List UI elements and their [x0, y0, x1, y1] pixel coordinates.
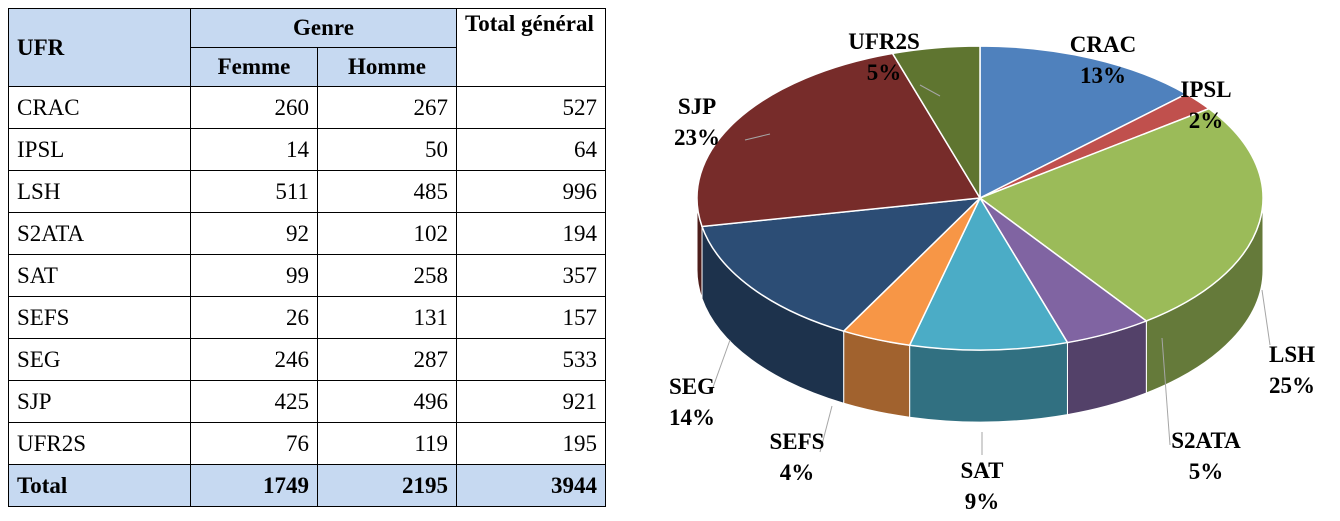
pie-value-label: 2% — [1189, 108, 1224, 133]
table-row: SEFS 26 131 157 — [8, 296, 606, 339]
pie-label: CRAC — [1070, 32, 1136, 57]
pie-value-label: 5% — [867, 60, 902, 85]
table-row: CRAC 260 267 527 — [8, 86, 606, 129]
table-cell: 2195 — [317, 464, 457, 507]
table-cell: 3944 — [456, 464, 606, 507]
leader-line — [744, 133, 771, 141]
table-cell: 485 — [317, 170, 457, 213]
pie-slice — [700, 197, 983, 333]
table-cell: LSH — [8, 170, 191, 213]
pie-label: UFR2S — [848, 29, 920, 54]
header-cell: UFR — [8, 8, 191, 87]
table-cell: 119 — [317, 422, 457, 465]
table-cell: 157 — [456, 296, 606, 339]
table-cell: 258 — [317, 254, 457, 297]
pie-label: SEFS — [770, 429, 825, 454]
table-body: CRAC 260 267 527 IPSL 14 50 64 LSH 511 485 996 S2ATA… — [8, 86, 606, 507]
table-cell: 14 — [190, 128, 318, 171]
header-cell: Total général — [456, 8, 606, 87]
table-row: LSH 511 485 996 — [8, 170, 606, 213]
table-cell: 194 — [456, 212, 606, 255]
pie-value-label: 4% — [780, 460, 815, 485]
pie-value-label: 5% — [1189, 459, 1224, 484]
pie-slice — [979, 45, 1188, 200]
table-row: IPSL 14 50 64 — [8, 128, 606, 171]
pie-slice — [891, 45, 981, 201]
table-cell: 131 — [317, 296, 457, 339]
pie-label: S2ATA — [1171, 428, 1241, 453]
table-cell: 533 — [456, 338, 606, 381]
pie-slice — [696, 52, 982, 228]
header-cell: Homme — [317, 47, 457, 87]
table-cell: 76 — [190, 422, 318, 465]
table-cell: 99 — [190, 254, 318, 297]
pie-label: IPSL — [1180, 77, 1231, 102]
pie-slice — [978, 107, 1264, 322]
table-cell: 996 — [456, 170, 606, 213]
pie-label: LSH — [1269, 342, 1315, 367]
table-cell: IPSL — [8, 128, 191, 171]
data-table: UFR Genre Total général Femme Homme CRAC… — [8, 8, 606, 507]
leader-line — [819, 405, 833, 453]
leader-line — [919, 84, 941, 97]
table-cell: Total — [8, 464, 191, 507]
pie-label: SEG — [669, 374, 715, 399]
pie-value-label: 14% — [669, 405, 715, 430]
table-cell: 287 — [317, 338, 457, 381]
table-cell: SEG — [8, 338, 191, 381]
table-cell: S2ATA — [8, 212, 191, 255]
pie-slice — [908, 196, 1069, 351]
pie-value-label: 25% — [1269, 373, 1315, 398]
table-cell: SEFS — [8, 296, 191, 339]
pie-label: SAT — [960, 458, 1003, 483]
leader-line — [1261, 289, 1271, 346]
table-cell: 260 — [190, 86, 318, 129]
table-cell: 195 — [456, 422, 606, 465]
header-cell: Genre — [190, 8, 457, 48]
table-cell: 102 — [317, 212, 457, 255]
pie-label: SJP — [678, 94, 716, 119]
table-cell: 1749 — [190, 464, 318, 507]
table-cell: 527 — [456, 86, 606, 129]
header-cell: Femme — [190, 47, 318, 87]
leader-line — [1161, 337, 1171, 446]
table-row: Total 1749 2195 3944 — [8, 464, 606, 507]
table-row: UFR2S 76 119 195 — [8, 422, 606, 465]
table-cell: 921 — [456, 380, 606, 423]
pie-value-label: 9% — [965, 489, 1000, 514]
table-cell: 496 — [317, 380, 457, 423]
leader-line — [711, 339, 731, 391]
table-cell: UFR2S — [8, 422, 191, 465]
table-row: SEG 246 287 533 — [8, 338, 606, 381]
pie-slice-side — [909, 341, 1068, 423]
pie-value-label: 23% — [674, 125, 720, 150]
table-cell: 511 — [190, 170, 318, 213]
pie-value-label: 13% — [1080, 63, 1126, 88]
